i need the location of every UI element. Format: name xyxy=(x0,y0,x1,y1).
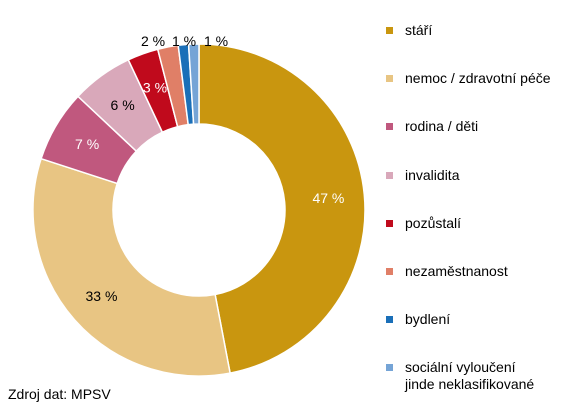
legend-swatch xyxy=(386,123,393,130)
legend-label-line: pozůstalí xyxy=(405,215,462,231)
donut-slice xyxy=(32,157,231,377)
legend-label-line: jinde neklasifikované xyxy=(405,376,535,392)
legend-label: nezaměstnanost xyxy=(405,263,508,280)
donut-slice xyxy=(198,43,366,374)
legend-label-line: sociální vyloučení xyxy=(405,359,516,375)
legend-label: bydlení xyxy=(405,311,450,328)
legend-label-line: rodina / děti xyxy=(405,118,479,134)
legend-swatch xyxy=(386,316,393,323)
data-label: 7 % xyxy=(75,136,99,152)
legend-label-line: nezaměstnanost xyxy=(405,263,508,279)
legend-label: sociální vyloučení jinde neklasifikované xyxy=(405,359,534,393)
legend-item: pozůstalí xyxy=(386,215,461,232)
legend-label-line: bydlení xyxy=(405,311,451,327)
legend-label: nemoc / zdravotní péče xyxy=(405,70,551,87)
data-label: 33 % xyxy=(86,288,118,304)
legend-label-line: invalidita xyxy=(405,167,460,183)
legend-item: invalidita xyxy=(386,167,459,184)
data-label: 2 % xyxy=(141,33,165,49)
donut-chart: 47 % 33 % 7 % 6 % 3 % 2 % 1 % 1 % xyxy=(32,33,366,377)
legend-label: rodina / děti xyxy=(405,118,478,135)
legend-label-line: nemoc / zdravotní péče xyxy=(405,70,551,86)
legend-swatch xyxy=(386,27,393,34)
legend-item: rodina / děti xyxy=(386,118,478,135)
source-note: Zdroj dat: MPSV xyxy=(8,386,111,402)
legend-item: bydlení xyxy=(386,311,450,328)
data-label: 3 % xyxy=(143,80,167,96)
legend-swatch xyxy=(386,364,393,371)
data-label: 6 % xyxy=(111,97,135,113)
legend-item: sociální vyloučení jinde neklasifikované xyxy=(386,359,534,393)
data-label: 1 % xyxy=(204,33,228,49)
legend-label-line: stáří xyxy=(405,22,433,38)
legend-item: stáří xyxy=(386,22,432,39)
data-label: 47 % xyxy=(312,190,344,206)
legend-swatch xyxy=(386,220,393,227)
legend-label: stáří xyxy=(405,22,432,39)
data-label: 1 % xyxy=(172,33,196,49)
legend-swatch xyxy=(386,268,393,275)
legend-swatch xyxy=(386,172,393,179)
legend-item: nemoc / zdravotní péče xyxy=(386,70,551,87)
legend-swatch xyxy=(386,75,393,82)
legend-label: invalidita xyxy=(405,167,459,184)
legend-item: nezaměstnanost xyxy=(386,263,508,280)
legend-label: pozůstalí xyxy=(405,215,461,232)
donut-slice xyxy=(187,43,200,125)
